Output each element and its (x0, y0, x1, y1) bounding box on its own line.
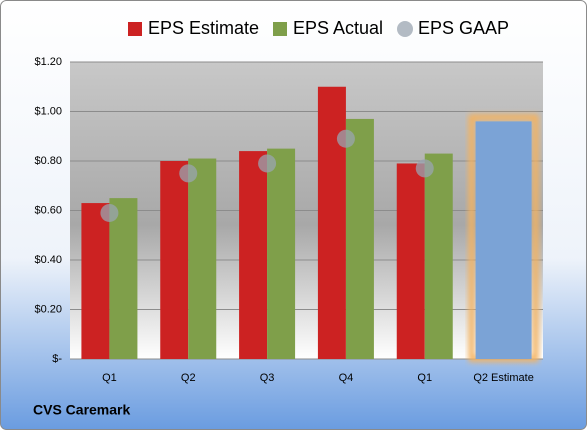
gaap-marker (415, 159, 434, 178)
y-tick-label: $0.80 (34, 155, 62, 167)
legend-label: EPS Actual (293, 18, 383, 38)
projection-bar (475, 121, 532, 360)
x-tick-label: Q4 (339, 372, 354, 384)
bar (345, 118, 374, 359)
gaap-marker (100, 203, 119, 222)
legend-label: EPS Estimate (148, 18, 259, 38)
y-tick-label: $1.00 (34, 105, 62, 117)
y-tick-label: $- (52, 353, 62, 365)
y-tick-label: $0.60 (34, 204, 62, 216)
legend-swatch (128, 22, 142, 36)
bar (317, 86, 346, 359)
legend-swatch (397, 21, 413, 37)
gaap-marker (336, 129, 355, 148)
y-tick-label: $0.20 (34, 303, 62, 315)
bar (160, 161, 189, 359)
x-tick-label: Q1 (102, 372, 117, 384)
bar (267, 148, 296, 359)
bar (239, 151, 268, 359)
bar (424, 153, 453, 359)
footer: CVS Caremark (33, 402, 130, 418)
x-tick-label: Q2 (181, 372, 196, 384)
y-tick-label: $1.20 (34, 56, 62, 68)
legend-swatch (273, 22, 287, 36)
bar (396, 163, 425, 359)
bar (81, 203, 110, 359)
x-tick-label: Q3 (260, 372, 275, 384)
x-tick-label: Q2 Estimate (473, 372, 534, 384)
y-tick-label: $0.40 (34, 254, 62, 266)
bar (109, 198, 138, 359)
bar (188, 158, 217, 359)
gaap-marker (258, 154, 277, 173)
gaap-marker (179, 164, 198, 183)
legend-label: EPS GAAP (418, 18, 509, 38)
x-tick-label: Q1 (417, 372, 432, 384)
